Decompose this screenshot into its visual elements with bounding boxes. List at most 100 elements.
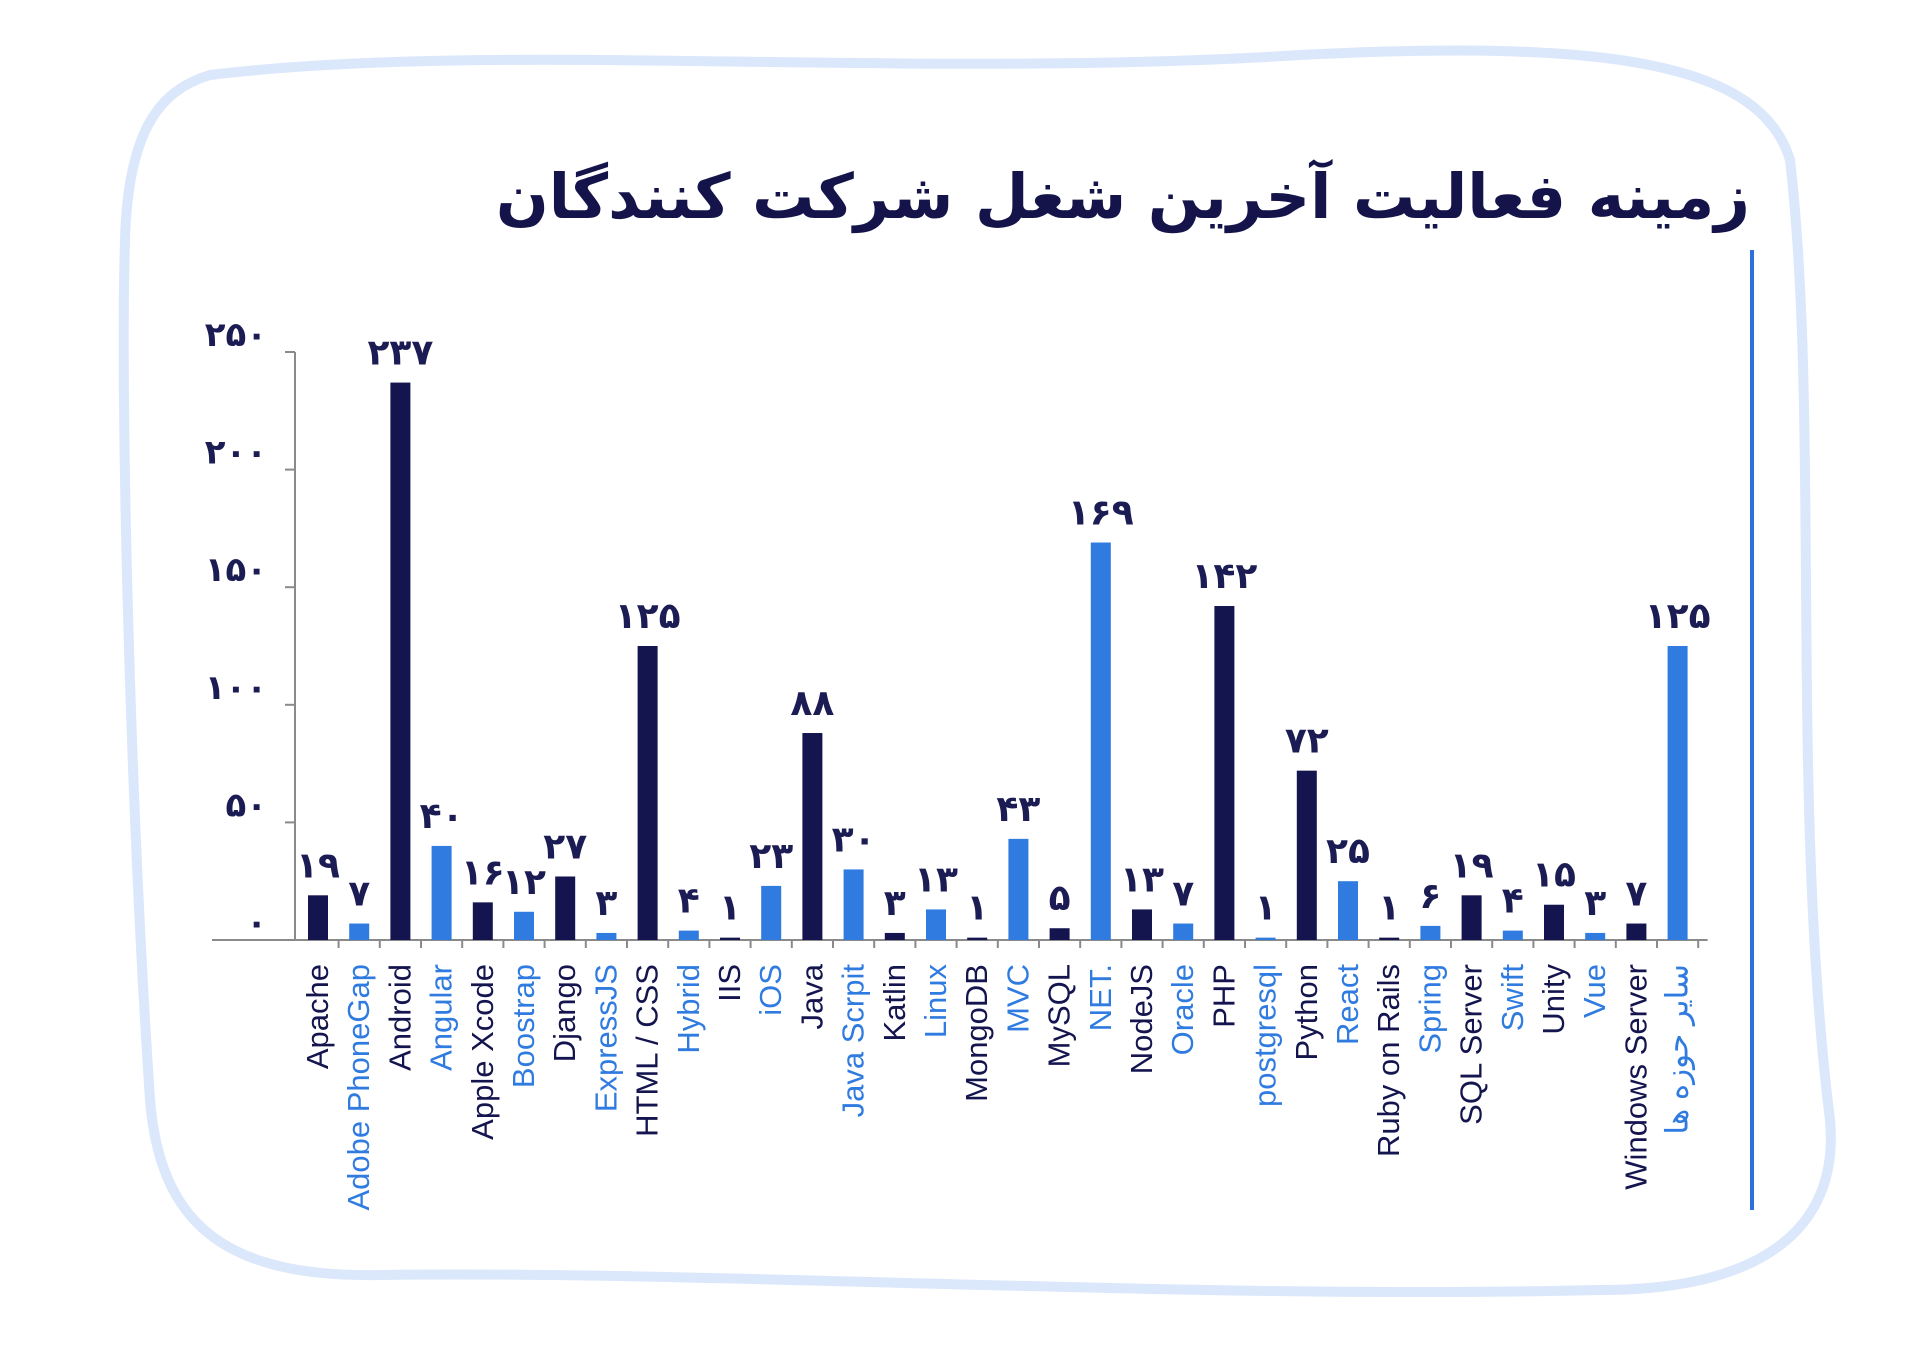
bar <box>308 895 328 940</box>
x-tick-label: Oracle <box>1165 964 1200 1055</box>
x-tick-label: Apple Xcode <box>465 964 500 1140</box>
bar <box>1132 909 1152 940</box>
x-tick-label: Angular <box>424 964 459 1071</box>
data-label: ۵ <box>1049 878 1071 919</box>
x-tick-label: Apache <box>300 964 335 1069</box>
x-tick-label: MVC <box>1000 964 1035 1033</box>
data-label: ۱۹ <box>296 845 340 886</box>
data-label: ۱۶۹ <box>1068 493 1134 534</box>
bar <box>967 937 988 940</box>
bar <box>349 923 370 940</box>
y-tick-label: ۲۰۰ <box>205 433 267 473</box>
bar <box>802 733 823 940</box>
x-tick-label: iOS <box>753 964 788 1016</box>
bar <box>1173 923 1194 940</box>
bar <box>761 885 782 940</box>
x-tick-label: PHP <box>1206 964 1241 1028</box>
bar <box>1214 606 1235 940</box>
data-label: ۴۳ <box>996 789 1040 830</box>
bar <box>1379 937 1400 940</box>
x-tick-label: Boostrap <box>506 964 541 1088</box>
bar <box>1461 895 1482 940</box>
x-tick-label: Vue <box>1577 964 1612 1018</box>
y-tick-label: ۰ <box>246 903 267 943</box>
data-label: ۳ <box>884 883 906 924</box>
data-label: ۱۲ <box>502 862 546 903</box>
bar <box>1090 542 1111 940</box>
data-label: ۷۲ <box>1285 721 1329 762</box>
x-tick-label: Swift <box>1495 964 1530 1032</box>
bar <box>843 869 864 940</box>
y-tick-label: ۲۵۰ <box>205 315 267 355</box>
data-label: ۱۵ <box>1532 855 1576 896</box>
bar <box>1502 930 1523 940</box>
data-label: ۲۷ <box>543 826 587 867</box>
x-tick-label: ExpressJS <box>588 964 623 1112</box>
data-label: ۷ <box>348 874 370 915</box>
x-tick-label: سایر حوزه ها <box>1660 964 1696 1135</box>
data-label: ۱۲۵ <box>615 596 681 637</box>
bar <box>1544 904 1564 940</box>
data-label: ۲۵ <box>1326 831 1370 872</box>
data-label: ۸۸ <box>790 683 834 724</box>
data-label: ۷ <box>1625 874 1647 915</box>
x-tick-label: Linux <box>918 964 953 1039</box>
x-tick-label: React <box>1330 964 1365 1045</box>
x-tick-label: Spring <box>1412 964 1447 1054</box>
bar <box>637 646 658 940</box>
x-tick-label: Adobe PhoneGap <box>341 964 376 1211</box>
x-tick-label: Java <box>794 963 829 1029</box>
y-tick-label: ۱۰۰ <box>205 668 267 708</box>
bar <box>678 930 699 940</box>
x-tick-label: Katlin <box>877 964 912 1042</box>
bar <box>390 382 411 940</box>
card-frame <box>118 45 1836 1298</box>
data-label: ۱ <box>1378 888 1400 929</box>
data-label: ۳ <box>1584 883 1606 924</box>
data-label: ۱ <box>719 888 741 929</box>
data-label: ۱ <box>966 888 988 929</box>
bar <box>1585 932 1606 940</box>
data-label: ۱۴۲ <box>1191 556 1257 597</box>
data-label: ۱۳ <box>914 859 958 900</box>
data-label: ۴ <box>1502 881 1524 922</box>
data-label: ۶ <box>1419 876 1441 917</box>
data-label: ۱۲۵ <box>1645 596 1711 637</box>
data-label: ۱۹ <box>1450 845 1494 886</box>
data-label: ۷ <box>1172 874 1194 915</box>
x-tick-label: MongoDB <box>959 964 994 1102</box>
data-label: ۴۰ <box>420 796 464 837</box>
x-tick-label: NET. <box>1083 964 1118 1031</box>
bar <box>472 902 493 940</box>
data-label: ۳ <box>595 883 617 924</box>
bar <box>1626 923 1647 940</box>
x-tick-label: Hybrid <box>671 964 706 1054</box>
bar <box>555 876 576 940</box>
x-tick-label: Django <box>547 964 582 1062</box>
bar <box>1255 937 1276 940</box>
x-tick-label: HTML / CSS <box>630 964 665 1137</box>
bar <box>1049 928 1070 940</box>
bar <box>720 937 740 940</box>
bar <box>431 845 452 940</box>
bar <box>1667 646 1688 940</box>
data-label: ۱۶ <box>461 852 505 893</box>
x-tick-label: SQL Server <box>1454 964 1489 1125</box>
x-tick-label: IIS <box>712 964 747 1002</box>
x-tick-label: Ruby on Rails <box>1371 964 1406 1157</box>
data-label: ۱ <box>1255 888 1277 929</box>
bar <box>1296 770 1317 940</box>
x-tick-label: Python <box>1289 964 1324 1061</box>
chart-title: زمینه فعالیت آخرین شغل شرکت کنندگان <box>495 160 1750 233</box>
bar <box>1420 925 1441 940</box>
data-label: ۴ <box>678 881 700 922</box>
bar <box>596 932 617 940</box>
data-label: ۲۳ <box>749 836 793 877</box>
bar <box>884 932 905 940</box>
y-tick-label: ۱۵۰ <box>205 550 267 590</box>
y-tick-label: ۵۰ <box>225 785 267 825</box>
x-tick-label: Java Scrpit <box>836 964 871 1118</box>
x-tick-label: Unity <box>1536 964 1571 1035</box>
